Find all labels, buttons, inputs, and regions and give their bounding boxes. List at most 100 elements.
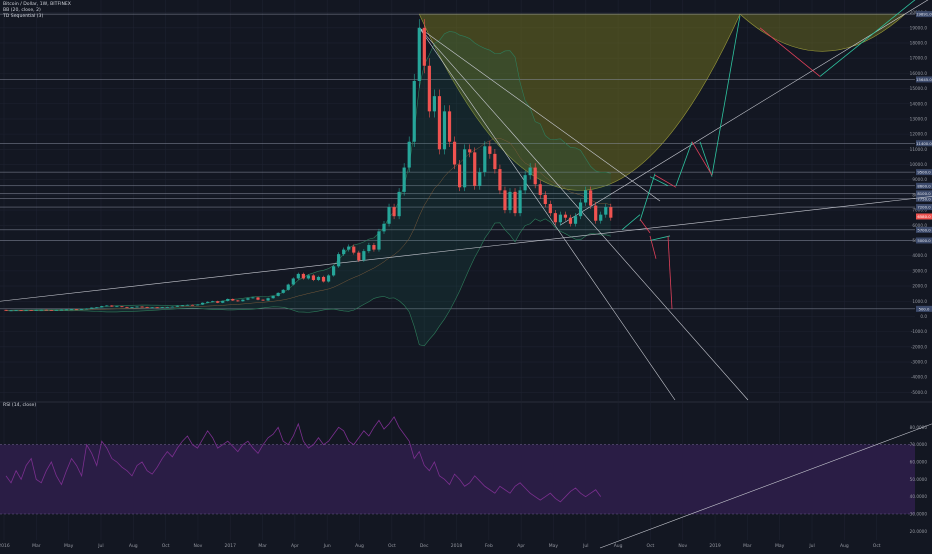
projection-arrow-up — [819, 0, 916, 77]
candle — [493, 153, 497, 170]
candle — [498, 169, 502, 191]
handle-pattern — [739, 13, 906, 52]
candle — [508, 191, 512, 211]
candle — [387, 207, 391, 224]
candle — [34, 309, 38, 311]
y-tick-label: 6000.0 — [912, 223, 927, 228]
candle — [281, 289, 285, 293]
projection-arrow-down — [667, 235, 673, 309]
candle — [276, 292, 280, 296]
candle — [160, 307, 164, 308]
candle — [594, 205, 598, 221]
level-tag: 5700.0 — [917, 227, 931, 232]
level-tag-bg — [916, 11, 932, 18]
candle — [155, 307, 159, 309]
x-tick-label: Jun — [323, 543, 331, 549]
x-tick-label: 2018 — [451, 543, 463, 549]
legend-td: TD Sequential (3) — [3, 14, 44, 19]
x-tick-label: Nov — [678, 543, 687, 549]
x-tick-label: Jul — [808, 543, 814, 549]
candle — [241, 299, 245, 302]
candle — [105, 305, 109, 307]
trend-line — [419, 27, 661, 202]
candle — [412, 80, 416, 142]
level-tag: 19891.0 — [916, 12, 932, 17]
x-tick-label: Jul — [582, 543, 588, 549]
candle — [397, 191, 401, 217]
candle — [39, 309, 43, 311]
candle — [513, 191, 517, 214]
candle — [150, 307, 154, 309]
candle — [584, 190, 588, 203]
y-tick-label: 12000.0 — [910, 132, 928, 137]
projection-arrow-up — [649, 176, 669, 187]
candle — [216, 301, 220, 303]
candle — [478, 172, 482, 186]
candle — [367, 245, 371, 252]
candle — [427, 65, 431, 112]
candle — [518, 190, 522, 214]
x-tick-label: Dec — [420, 543, 429, 549]
candle — [175, 305, 179, 307]
y-tick-label: 14000.0 — [910, 101, 928, 106]
candle — [392, 207, 396, 217]
x-tick-label: Aug — [355, 543, 364, 549]
y-tick-label: 18000.0 — [910, 40, 928, 45]
y-tick-label: 0.0 — [920, 314, 927, 319]
x-tick-label: Aug — [129, 543, 138, 549]
candle — [80, 309, 84, 310]
level-tag-bg — [916, 182, 932, 189]
y-tick-label: 10000.0 — [910, 162, 928, 167]
candle — [528, 167, 532, 176]
projection-arrow-down — [649, 235, 657, 259]
candle — [306, 275, 310, 279]
rsi-tick-label: 80.0000 — [910, 425, 928, 430]
level-tag: 7750.0 — [917, 196, 931, 201]
y-tick-label: 1000.0 — [912, 299, 927, 304]
x-tick-label: Oct — [388, 543, 396, 549]
candle — [402, 167, 406, 192]
candle — [236, 300, 240, 302]
y-tick-label: 4000.0 — [912, 253, 927, 258]
y-tick-label: -5000.0 — [911, 390, 927, 395]
candle — [342, 249, 346, 255]
x-tick-label: Jul — [97, 543, 103, 549]
candle — [589, 190, 593, 206]
bollinger-fill — [6, 31, 611, 346]
candle — [4, 309, 8, 311]
level-tag: 8600.0 — [917, 183, 931, 188]
candle — [604, 207, 608, 215]
candle — [221, 300, 225, 303]
y-tick-label: 13000.0 — [910, 116, 928, 121]
x-tick-label: Apr — [291, 543, 299, 549]
candle — [29, 310, 33, 311]
x-tick-label: Apr — [517, 543, 525, 549]
candle — [458, 164, 462, 188]
level-tag: 15645.0 — [916, 77, 932, 82]
projection-arrow-down — [691, 141, 713, 176]
candle — [599, 214, 603, 221]
candle — [110, 305, 114, 307]
candle — [261, 299, 265, 301]
candle — [337, 254, 341, 267]
candle — [74, 309, 79, 311]
projection-arrow-up — [649, 235, 671, 241]
candle — [85, 308, 89, 310]
y-tick-label: 17000.0 — [910, 56, 928, 61]
bollinger-lower — [5, 218, 611, 347]
level-tag-bg — [916, 190, 932, 197]
candle — [54, 309, 58, 311]
candle — [473, 152, 477, 186]
legend-bb: BB (20, close, 2) — [3, 8, 41, 13]
candle — [488, 146, 492, 154]
x-tick-label: 2019 — [709, 543, 721, 549]
candle — [190, 304, 195, 306]
y-tick-label: 16000.0 — [910, 71, 928, 76]
candle — [19, 310, 23, 312]
candle — [301, 273, 305, 279]
projection-arrow-down — [654, 174, 677, 188]
y-tick-label: -3000.0 — [911, 360, 927, 365]
candle — [9, 310, 13, 312]
